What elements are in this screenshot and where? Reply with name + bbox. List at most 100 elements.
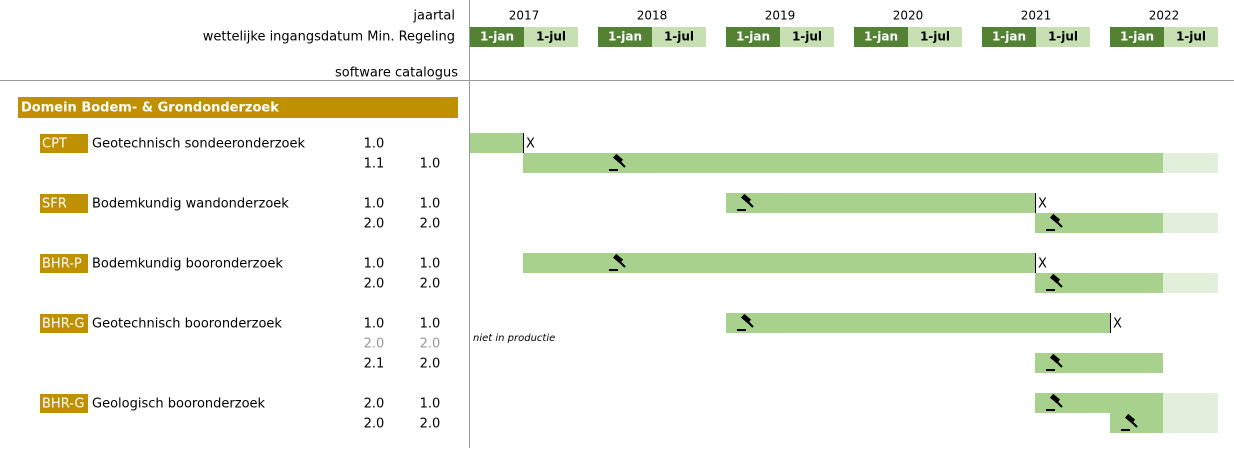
- catalog-version: 1.0: [420, 317, 441, 332]
- half-cell: [726, 27, 780, 47]
- code-box: [40, 194, 88, 213]
- open-end: [1163, 393, 1218, 413]
- year: 2017: [509, 9, 540, 23]
- regulation-version: 1.0: [364, 137, 385, 152]
- regulation-version: 2.0: [364, 397, 385, 412]
- half-label: 1-jul: [1176, 30, 1206, 44]
- version-bar: [1035, 213, 1163, 233]
- half-cell: [982, 27, 1036, 47]
- name: Geotechnisch booronderzoek: [92, 317, 282, 332]
- year: 2019: [765, 9, 796, 23]
- half-cell: [598, 27, 652, 47]
- half-cell: [1036, 27, 1090, 47]
- name: Geologisch booronderzoek: [92, 397, 266, 412]
- code: BHR-G: [42, 317, 84, 332]
- open-end: [1163, 413, 1218, 433]
- half-label: 1-jul: [664, 30, 694, 44]
- code: CPT: [42, 137, 67, 152]
- end-mark: X: [1038, 257, 1047, 272]
- end-mark: X: [1038, 197, 1047, 212]
- code: BHR-G: [42, 397, 84, 412]
- regulation-version: 2.0: [364, 337, 385, 352]
- catalog-version: 1.0: [420, 257, 441, 272]
- year-label: jaartal: [412, 9, 455, 24]
- regulation-version: 1.0: [364, 317, 385, 332]
- gavel-icon: [737, 313, 754, 331]
- version-bar: [726, 193, 1035, 213]
- half-label: 1-jul: [536, 30, 566, 44]
- catalog-version: 2.0: [420, 277, 441, 292]
- domain-box: [18, 97, 458, 118]
- gavel-icon: [1046, 353, 1063, 371]
- open-end: [1163, 153, 1218, 173]
- year: 2020: [893, 9, 924, 23]
- gavel-icon: [1046, 213, 1063, 231]
- gavel-icon: [609, 253, 626, 271]
- gavel-icon: [1121, 413, 1138, 431]
- end-mark: X: [526, 137, 535, 152]
- code-box: [40, 134, 88, 153]
- catalog-version: 1.0: [420, 397, 441, 412]
- year: 2021: [1021, 9, 1052, 23]
- half-cell: [1164, 27, 1218, 47]
- catalog-version: 2.0: [420, 217, 441, 232]
- regulation-version: 2.1: [364, 357, 385, 372]
- regulation-version: 1.0: [364, 197, 385, 212]
- catalog-version: 1.0: [420, 197, 441, 212]
- version-bar: [1035, 273, 1163, 293]
- half-label: 1-jan: [480, 30, 514, 44]
- half-label: 1-jan: [1120, 30, 1154, 44]
- code-box: [40, 254, 88, 273]
- half-label: 1-jan: [608, 30, 642, 44]
- year: 2022: [1149, 9, 1180, 23]
- regulation-version: 1.0: [364, 257, 385, 272]
- version-bar: [1035, 353, 1163, 373]
- half-cell: [908, 27, 962, 47]
- note: niet in productie: [473, 333, 555, 344]
- half-cell: [854, 27, 908, 47]
- gavel-icon: [1046, 393, 1063, 411]
- regulation-version: 1.1: [364, 157, 385, 172]
- year: 2018: [637, 9, 668, 23]
- half-label: 1-jul: [920, 30, 950, 44]
- code: SFR: [42, 197, 67, 212]
- half-cell: [524, 27, 578, 47]
- version-bar: [1035, 393, 1163, 413]
- version-bar: [1110, 413, 1163, 433]
- regulation-version: 2.0: [364, 417, 385, 432]
- half-label: 1-jan: [864, 30, 898, 44]
- gavel-icon: [737, 193, 754, 211]
- half-label: 1-jan: [992, 30, 1026, 44]
- half-label: 1-jan: [736, 30, 770, 44]
- end-mark: X: [1113, 317, 1122, 332]
- regulation-version: 2.0: [364, 277, 385, 292]
- version-bar: [523, 253, 1035, 273]
- half-cell: [1110, 27, 1164, 47]
- half-cell: [470, 27, 524, 47]
- catalog-version: 2.0: [420, 337, 441, 352]
- code: BHR-P: [42, 257, 82, 272]
- catalog-version: 1.0: [420, 157, 441, 172]
- catalog-version: 2.0: [420, 357, 441, 372]
- name: Bodemkundig wandonderzoek: [92, 197, 289, 212]
- gavel-icon: [609, 153, 626, 171]
- open-end: [1163, 273, 1218, 293]
- half-cell: [780, 27, 834, 47]
- name: Geotechnisch sondeeronderzoek: [92, 137, 305, 152]
- catalog-label: software catalogus: [335, 66, 458, 81]
- version-bar: [470, 133, 523, 153]
- half-label: 1-jul: [792, 30, 822, 44]
- half-label: 1-jul: [1048, 30, 1078, 44]
- regulation-version: 2.0: [364, 217, 385, 232]
- version-bar: [523, 153, 1163, 173]
- gavel-icon: [1046, 273, 1063, 291]
- half-cell: [652, 27, 706, 47]
- open-end: [1163, 213, 1218, 233]
- date-label: wettelijke ingangsdatum Min. Regeling: [203, 30, 455, 45]
- domain-title: Domein Bodem- & Grondonderzoek: [21, 101, 279, 116]
- code-box: [40, 394, 88, 413]
- name: Bodemkundig booronderzoek: [92, 257, 283, 272]
- version-bar: [726, 313, 1110, 333]
- catalog-version: 2.0: [420, 417, 441, 432]
